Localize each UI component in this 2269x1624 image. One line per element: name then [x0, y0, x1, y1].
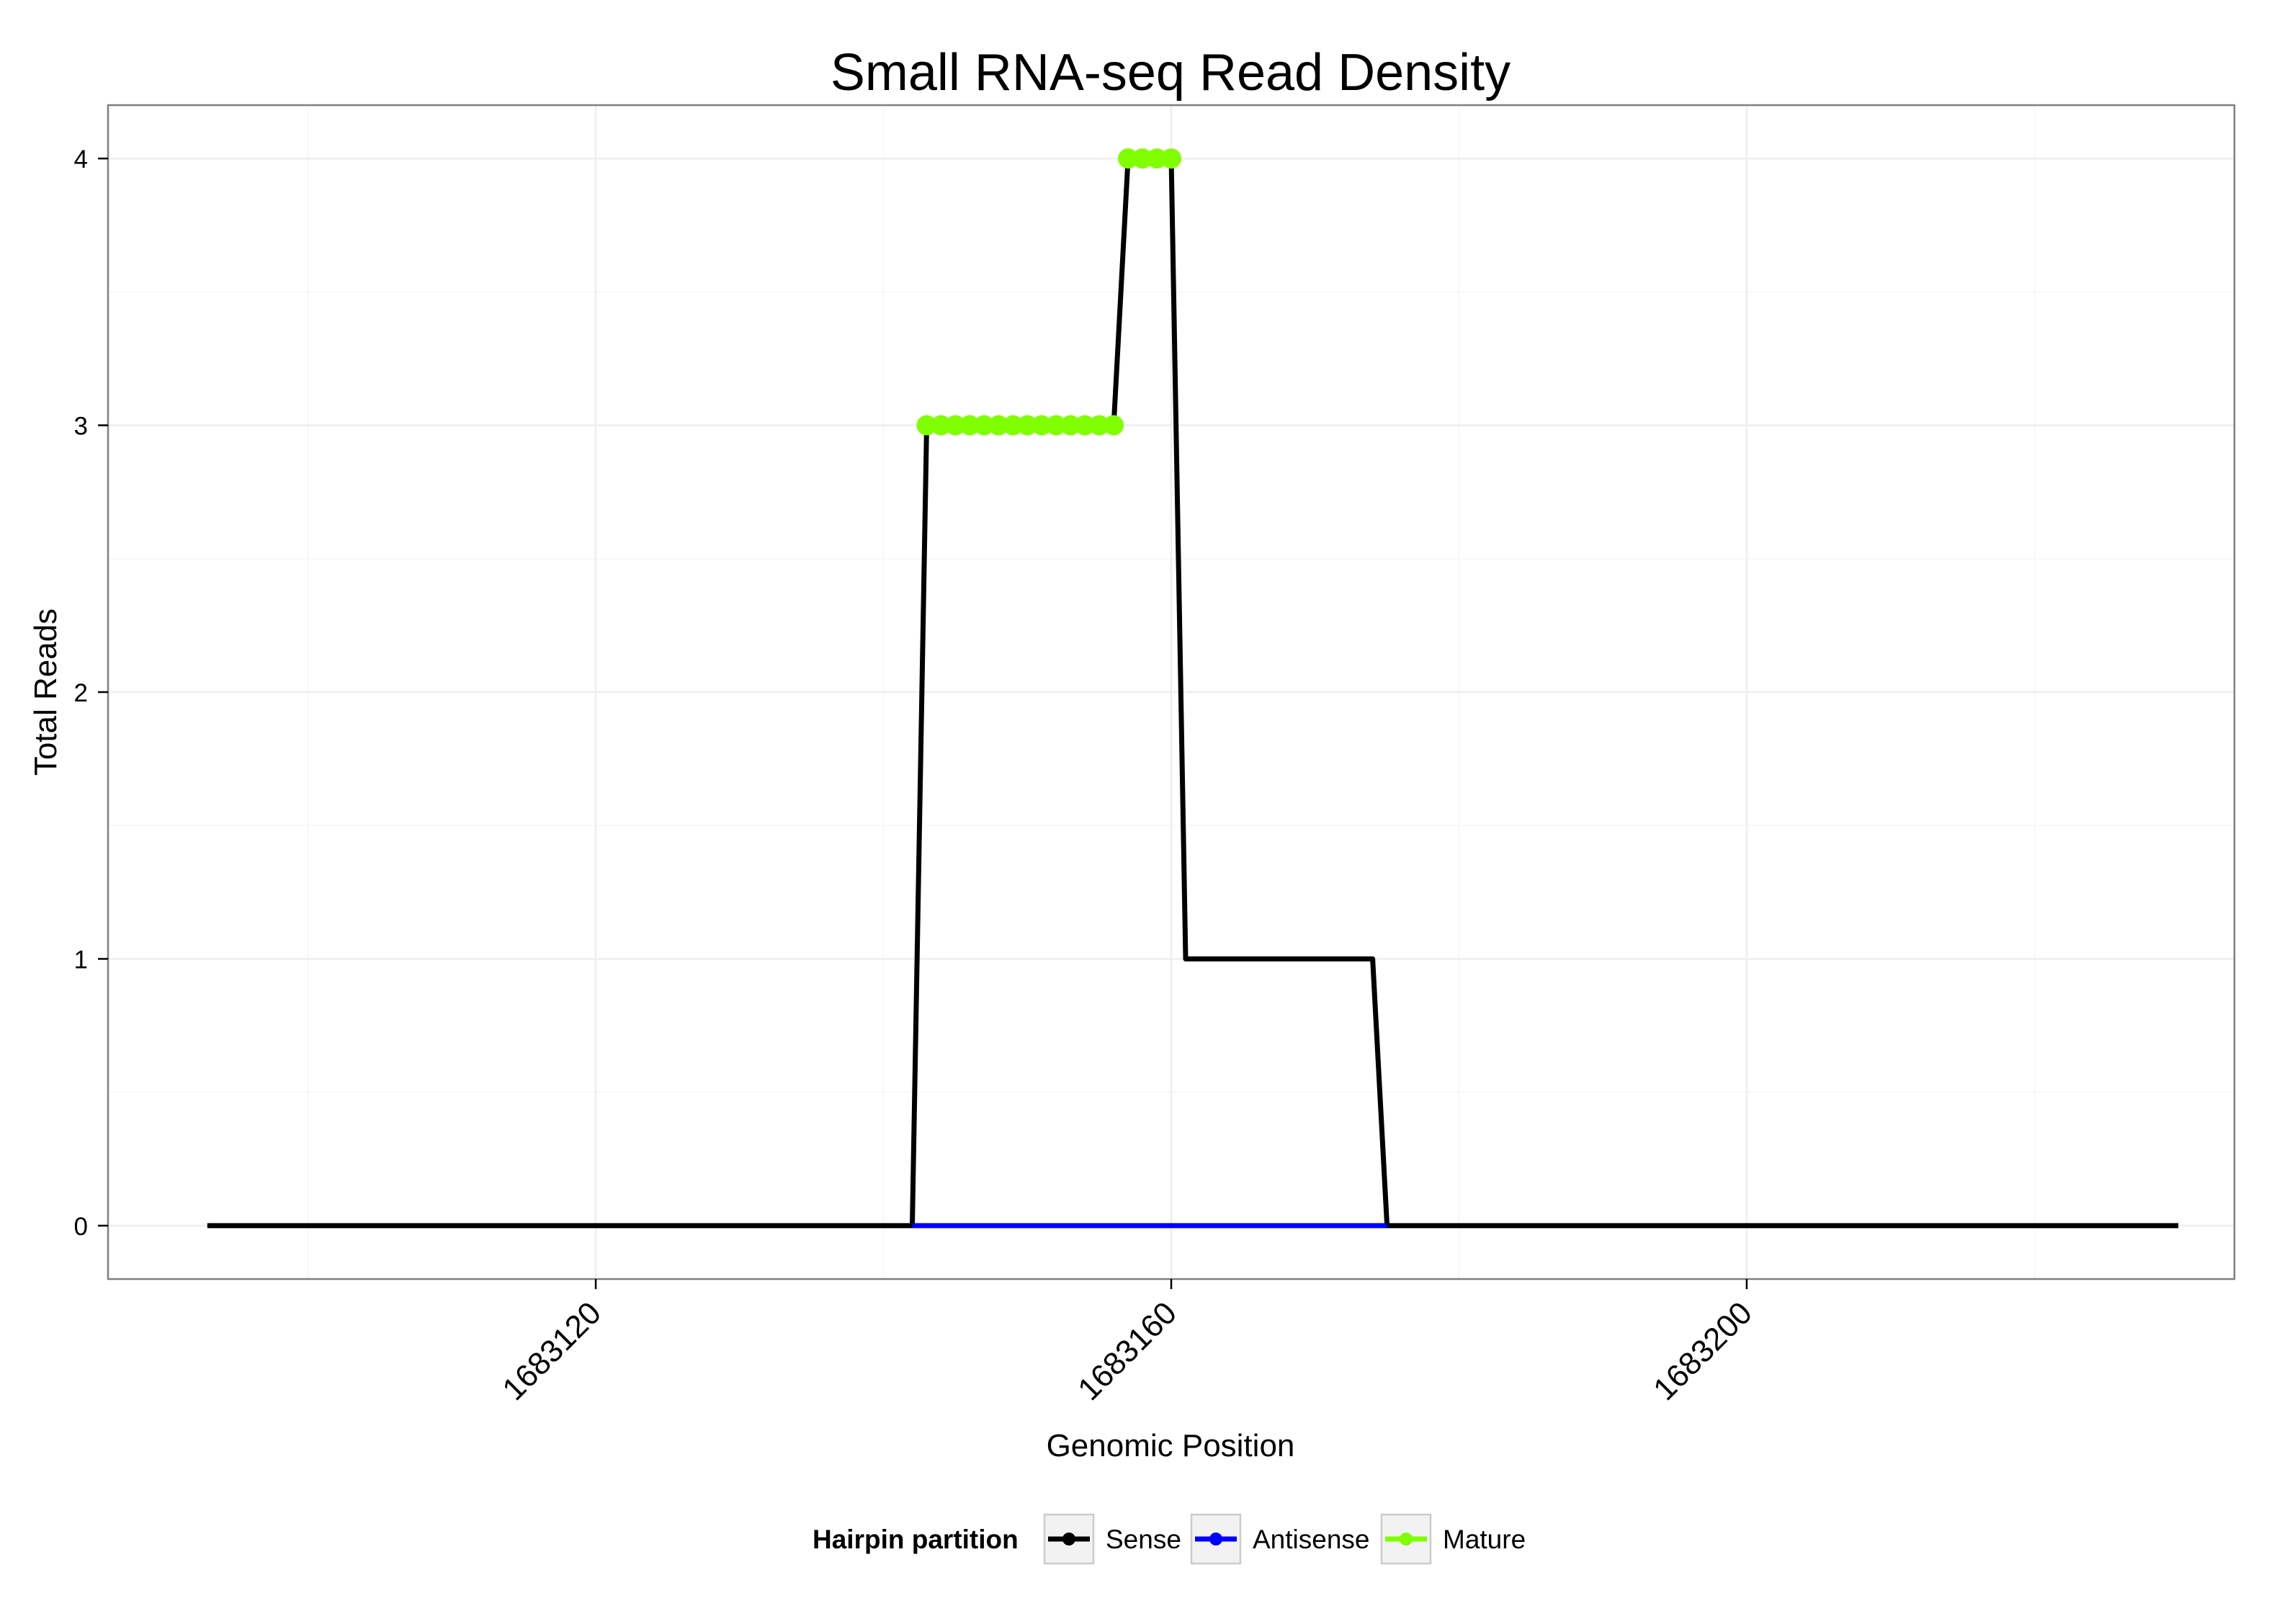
mature-point [974, 415, 995, 436]
y-axis-label: Total Reads [28, 609, 63, 776]
mature-point [1147, 148, 1168, 169]
mature-point [988, 415, 1009, 436]
mature-point [1031, 415, 1052, 436]
mature-point [1060, 415, 1081, 436]
y-tick-label: 1 [74, 946, 88, 974]
mature-point [1132, 148, 1153, 169]
mature-point [1118, 148, 1139, 169]
legend-label: Antisense [1253, 1525, 1370, 1554]
mature-point [1075, 415, 1096, 436]
y-tick-label: 0 [74, 1213, 88, 1241]
legend: Hairpin partition Sense Antisense Mature [813, 1513, 1526, 1565]
chart-title: Small RNA-seq Read Density [831, 44, 1511, 102]
x-axis-label: Genomic Position [1047, 1428, 1295, 1463]
legend-label: Mature [1443, 1525, 1526, 1554]
legend-label: Sense [1106, 1525, 1181, 1554]
legend-key-point [1400, 1533, 1413, 1546]
mature-point [1104, 415, 1124, 436]
y-tick-label: 3 [74, 413, 88, 441]
mature-point [931, 415, 952, 436]
y-tick-label: 2 [74, 679, 88, 707]
legend-key-point [1062, 1533, 1075, 1546]
mature-point [1003, 415, 1024, 436]
legend-title: Hairpin partition [813, 1525, 1019, 1554]
points-layer [916, 148, 1181, 436]
mature-point [1089, 415, 1110, 436]
mature-point [1046, 415, 1067, 436]
y-axis: 0 1 2 3 4 [74, 145, 108, 1241]
y-tick-label: 4 [74, 145, 88, 174]
mature-point [959, 415, 980, 436]
mature-point [1161, 148, 1181, 169]
legend-key-point [1209, 1533, 1222, 1546]
mature-point [916, 415, 937, 436]
mature-point [1017, 415, 1038, 436]
mature-point [945, 415, 966, 436]
